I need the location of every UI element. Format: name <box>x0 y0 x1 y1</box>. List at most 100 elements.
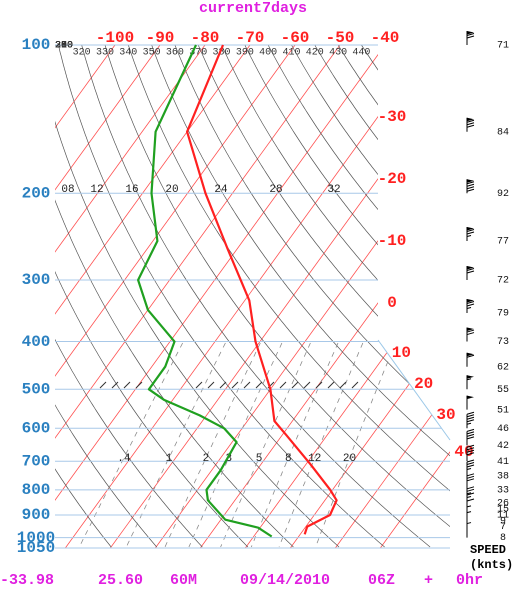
wind-speed-label: 55 <box>497 385 509 396</box>
mixing-ratio-label: 1 <box>166 453 173 465</box>
theta-label: 420 <box>306 48 324 59</box>
barb-full <box>466 229 475 232</box>
barb-pennant <box>467 31 474 35</box>
barb-full <box>466 486 475 490</box>
barb-half <box>466 307 472 309</box>
pressure-tick-label: 200 <box>22 184 51 202</box>
barb-full <box>466 181 475 185</box>
temperature-tick-label: -90 <box>146 29 175 47</box>
wind-barb <box>466 522 472 538</box>
pressure-tick-label: 1000 <box>17 529 55 547</box>
temperature-tick-label: -60 <box>281 29 310 47</box>
dry-adiabat <box>337 45 450 548</box>
pressure-tick-label: 600 <box>22 420 51 438</box>
barb-full <box>466 270 475 274</box>
barb-full <box>466 183 475 187</box>
theta-label: 320 <box>73 48 91 59</box>
dry-adiabat <box>291 45 450 548</box>
pressure-tick-label: 500 <box>22 381 51 399</box>
wind-barb <box>466 444 475 462</box>
wind-speed-label: 8 <box>500 533 506 544</box>
wind-speed-label: 46 <box>497 424 509 435</box>
theta-label: 440 <box>352 48 370 59</box>
theta-label: 400 <box>259 48 277 59</box>
mixing-ratio-label: 5 <box>256 453 263 465</box>
wind-speed-label: 38 <box>497 472 509 483</box>
upper-label: 24 <box>214 184 228 196</box>
dry-adiabat <box>55 45 157 548</box>
wind-barb <box>466 375 474 390</box>
plot-area <box>55 45 450 548</box>
footer-text: 25.60 <box>98 572 143 589</box>
temperature-tick-label: -10 <box>378 232 407 250</box>
pressure-tick-label: 100 <box>22 36 51 54</box>
barb-full <box>466 498 475 502</box>
barb-pennant <box>467 298 474 303</box>
barb-full <box>466 433 475 437</box>
barb-full <box>466 411 475 415</box>
barb-full <box>466 301 475 304</box>
barb-full <box>466 452 475 456</box>
barb-full <box>466 464 475 468</box>
chart-title: current7days <box>199 0 307 17</box>
isotherm <box>110 45 450 548</box>
upper-label: 20 <box>165 184 178 196</box>
mixing-ratio-line <box>315 342 396 548</box>
temperature-tick-label: -70 <box>236 29 265 47</box>
pressure-tick-label: 900 <box>22 506 51 524</box>
wind-speed-label: 11 <box>497 511 509 522</box>
dry-adiabat <box>221 45 450 548</box>
isotherm <box>55 45 251 548</box>
sounding-line <box>137 44 273 538</box>
dry-adiabat <box>197 45 450 548</box>
wind-barb <box>466 227 475 242</box>
dry-adiabat <box>174 45 450 548</box>
temperature-tick-label: 10 <box>392 344 411 362</box>
pressure-tick-label: 800 <box>22 481 51 499</box>
wind-speed-label: 79 <box>497 309 509 320</box>
theta-label: 380 <box>213 48 231 59</box>
barb-pennant <box>467 179 474 183</box>
plot-boundary <box>377 339 451 441</box>
theta-label: 330 <box>96 48 114 59</box>
isotherm <box>335 45 450 548</box>
temperature-tick-label: -40 <box>371 29 400 47</box>
upper-label: 08 <box>61 184 74 196</box>
overlay: 10020030040050060070080090010001050-100-… <box>0 29 509 589</box>
barb-half <box>466 235 472 237</box>
speed-label: SPEED <box>470 543 506 557</box>
speed-unit: (knts) <box>470 558 513 572</box>
barb-full <box>466 303 475 307</box>
dry-adiabat <box>55 45 249 548</box>
wind-barb <box>466 298 475 313</box>
barb-full <box>466 186 475 190</box>
pressure-tick-label: 400 <box>22 333 51 351</box>
mixing-ratio-label: 12 <box>308 453 321 465</box>
barb-full <box>466 473 475 477</box>
barb-half <box>466 492 472 495</box>
barb-full <box>466 35 475 39</box>
barb-full <box>466 428 475 432</box>
footer-text: 06Z <box>368 572 395 589</box>
mixing-ratio-label: .4 <box>117 453 131 465</box>
barb-pennant <box>467 266 474 270</box>
wind-barb <box>466 395 474 410</box>
theta-label: 260 <box>55 41 73 52</box>
wind-speed-label: 7 <box>500 522 506 533</box>
wind-barb <box>466 411 475 429</box>
dry-adiabat <box>127 45 450 548</box>
wind-speed-label: 15 <box>497 505 509 516</box>
footer-text: 60M <box>170 572 197 589</box>
wind-barb <box>466 327 475 342</box>
temperature-tick-label: -50 <box>326 29 355 47</box>
wind-barb <box>466 31 475 45</box>
wind-speed-label: 73 <box>497 337 509 348</box>
barb-pennant <box>467 375 474 379</box>
theta-label: 300 <box>55 41 73 52</box>
wind-speed-label: 26 <box>497 498 509 509</box>
wind-speed-label: 9 <box>500 517 506 528</box>
barb-full <box>466 416 475 420</box>
barb-pennant <box>467 327 474 332</box>
